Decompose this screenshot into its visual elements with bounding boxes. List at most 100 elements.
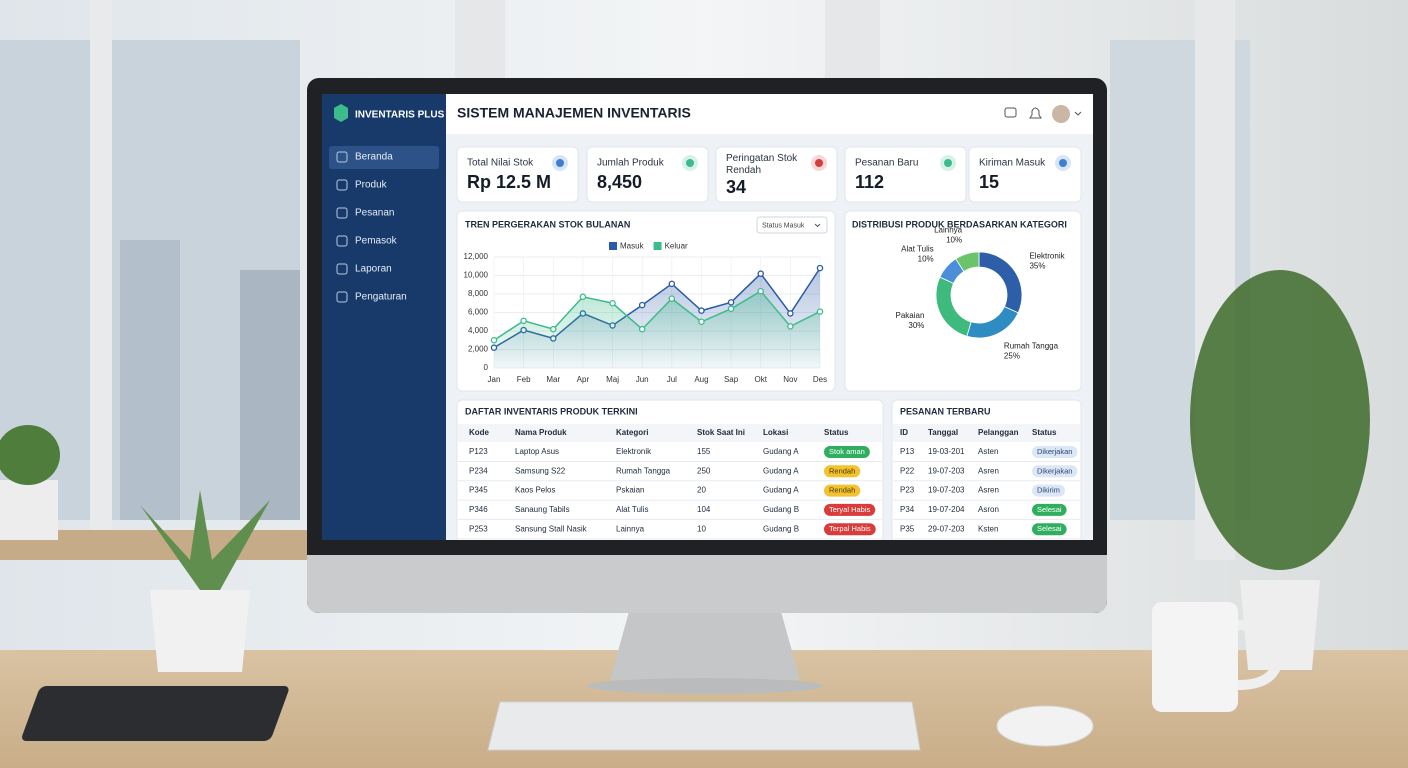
chat-icon[interactable] <box>1004 107 1017 118</box>
status: Stok aman <box>829 447 865 456</box>
cell: 155 <box>697 447 711 456</box>
x-tick-label: Okt <box>755 375 768 384</box>
cell: Gudang A <box>763 486 799 495</box>
x-tick-label: Jul <box>667 375 677 384</box>
cell: P35 <box>900 524 915 533</box>
cell: P345 <box>469 486 488 495</box>
column-header: Status <box>1032 428 1057 437</box>
building <box>240 270 300 520</box>
cell: Sansung Stall Nasik <box>515 524 588 533</box>
x-tick-label: Jan <box>488 375 501 384</box>
column-header: Tanggal <box>928 428 958 437</box>
status-pill <box>1032 523 1067 536</box>
avatar-menu[interactable] <box>1074 111 1082 116</box>
nav-item[interactable]: Produk <box>355 180 388 191</box>
filter-label[interactable]: Status Masuk <box>762 222 805 229</box>
data-point <box>787 323 794 330</box>
card <box>844 146 967 203</box>
status-pill <box>824 503 876 516</box>
status-pill <box>824 446 870 458</box>
column-header: Kode <box>469 428 490 437</box>
cell: P23 <box>900 486 915 495</box>
series-area <box>494 291 820 368</box>
dropdown-caret <box>814 223 821 228</box>
bell-icon[interactable] <box>1029 107 1042 119</box>
succulent <box>140 490 270 590</box>
x-tick-label: Maj <box>606 375 619 384</box>
table-header <box>458 424 882 442</box>
cell: 29-07-203 <box>928 524 965 533</box>
y-tick-label: 10,000 <box>464 271 489 280</box>
data-point <box>757 270 764 277</box>
status: Selesai <box>1037 505 1062 514</box>
cell: 20 <box>697 486 706 495</box>
page-title: SISTEM MANAJEMEN INVENTARIS <box>457 105 691 121</box>
data-point <box>668 280 676 288</box>
cell: P22 <box>900 466 915 475</box>
status-pill <box>824 523 876 536</box>
column-header: ID <box>900 428 908 437</box>
nav-item[interactable]: Pesanan <box>355 208 394 219</box>
status: Terpal Habis <box>829 524 871 533</box>
status: Selesai <box>1037 524 1062 533</box>
cell: P346 <box>469 505 488 514</box>
card <box>715 146 838 203</box>
data-point <box>816 308 824 315</box>
cell: Asren <box>978 486 999 495</box>
x-tick-label: Sap <box>724 375 739 384</box>
window-frame <box>90 0 112 530</box>
x-tick-label: Aug <box>694 375 708 384</box>
cell: Gudang B <box>763 505 799 514</box>
column-header: Stok Saat Ini <box>697 428 745 437</box>
window-frame <box>825 0 880 80</box>
cell: P123 <box>469 447 488 456</box>
plant <box>1190 270 1370 570</box>
legend-swatch <box>653 242 662 250</box>
slice-value: 30% <box>908 321 924 330</box>
data-point <box>816 264 824 272</box>
data-point <box>490 336 498 344</box>
kpi-value: 15 <box>979 172 999 192</box>
chart-title: DISTRIBUSI PRODUK BERDASARKAN KATEGORI <box>852 219 1067 229</box>
nav-item[interactable]: Beranda <box>355 152 393 163</box>
notebook <box>22 686 289 741</box>
data-point <box>550 325 557 333</box>
cell: Asten <box>978 447 998 456</box>
cell: 19-03-201 <box>928 447 965 456</box>
status-pill <box>1032 484 1065 497</box>
kpi-label: Kiriman Masuk <box>979 158 1046 169</box>
plant-pot <box>150 590 250 672</box>
slice-value: 35% <box>1029 262 1045 271</box>
chart-title: TREN PERGERAKAN STOK BULANAN <box>465 219 630 229</box>
nav-item[interactable]: Pengaturan <box>355 292 407 303</box>
data-point <box>698 307 705 314</box>
y-tick-label: 0 <box>484 363 489 372</box>
nav-item[interactable]: Pemasok <box>355 236 398 247</box>
column-header: Nama Produk <box>515 428 567 437</box>
x-tick-label: Apr <box>577 375 590 384</box>
cell: Sanaung Tabils <box>515 505 570 514</box>
logo <box>334 104 348 122</box>
status-pill <box>1032 503 1067 516</box>
series-line <box>493 290 821 341</box>
cell: 19-07-203 <box>928 466 965 475</box>
cell: 10 <box>697 524 706 533</box>
filter-dropdown[interactable] <box>756 216 828 234</box>
avatar[interactable] <box>1052 105 1070 123</box>
nav-icon <box>336 235 348 247</box>
card <box>844 210 1082 392</box>
status: Dikerjakan <box>1037 466 1072 475</box>
kpi-icon <box>944 159 952 167</box>
cell: Alat Tulis <box>616 505 648 514</box>
data-point <box>698 318 705 325</box>
data-point <box>579 293 587 301</box>
nav-item[interactable]: Laporan <box>355 264 392 275</box>
status-pill <box>1032 446 1078 458</box>
status: Teryal Habis <box>829 505 871 514</box>
table-title: DAFTAR INVENTARIS PRODUK TERKINI <box>465 406 638 416</box>
plant <box>0 425 60 485</box>
x-tick-label: Feb <box>517 375 531 384</box>
mouse <box>996 705 1094 747</box>
column-header: Kategori <box>616 428 648 437</box>
